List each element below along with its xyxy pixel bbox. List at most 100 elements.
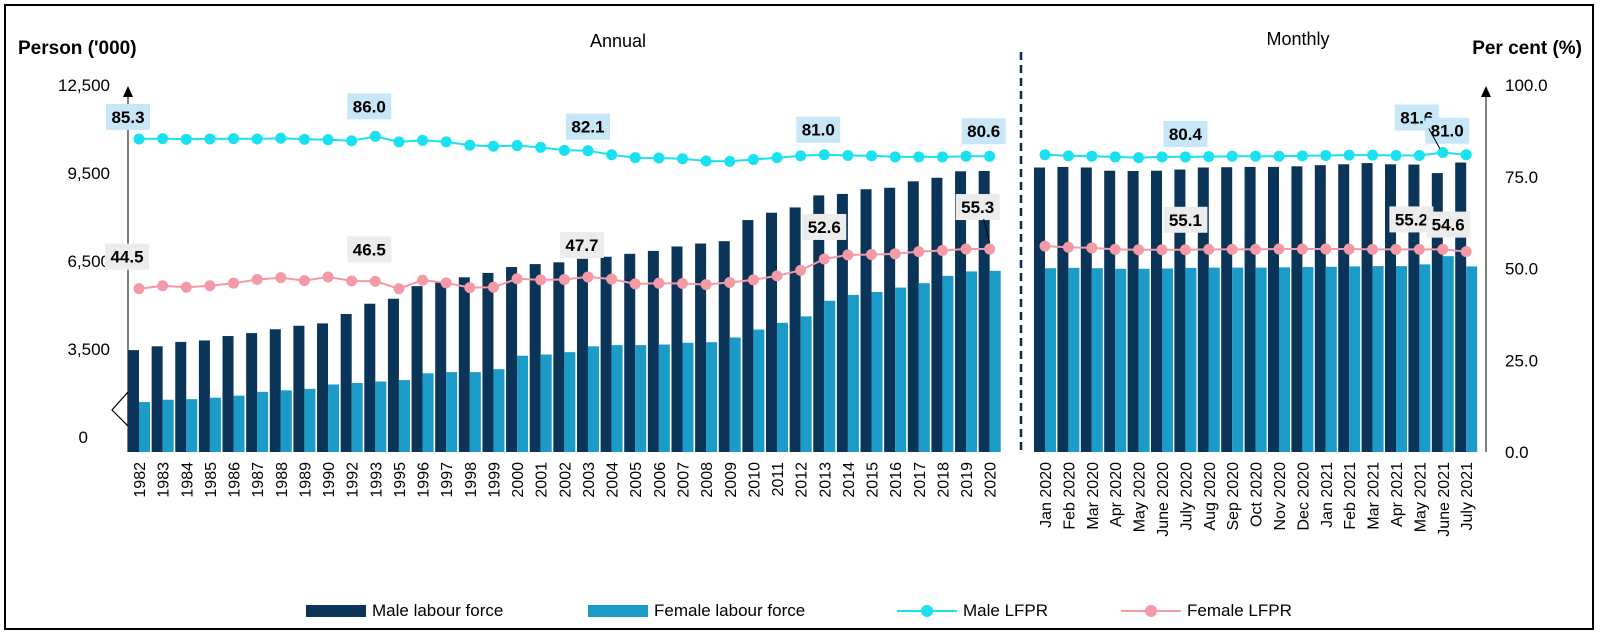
annual-panel-title: Annual (590, 31, 646, 51)
x-tick-label: 2017 (912, 462, 929, 498)
male-labour-force-bar (340, 314, 352, 452)
female-labour-force-bar (139, 402, 150, 452)
male-labour-force-bar (624, 253, 636, 452)
male-labour-force-bar (1080, 167, 1092, 453)
data-label-bg (106, 103, 150, 130)
data-label-bg (1389, 206, 1434, 233)
male-labour-force-bar (458, 277, 470, 452)
female-lfpr-point (1086, 242, 1098, 254)
male-lfpr-point (866, 150, 878, 162)
female-lfpr-point (228, 277, 240, 289)
left-tick-label: 6,500 (67, 252, 110, 271)
x-tick-label: 1999 (486, 462, 503, 498)
female-labour-force-bar (1232, 267, 1244, 452)
x-tick-label: 2019 (959, 462, 976, 498)
female-lfpr-point (133, 283, 145, 295)
male-lfpr-point (558, 144, 570, 156)
data-label: 55.2 (1395, 210, 1428, 229)
female-labour-force-bar (989, 270, 1001, 452)
female-lfpr-point (629, 278, 641, 290)
right-tick-label: 0.0 (1505, 443, 1529, 462)
x-tick-label: 2015 (865, 462, 882, 498)
x-tick-label: 2008 (699, 462, 716, 498)
female-labour-force-bar (1208, 267, 1220, 452)
data-label: 47.7 (565, 236, 598, 255)
data-label-bg (565, 113, 610, 140)
male-labour-force-bar (529, 264, 541, 452)
male-labour-force-bar (293, 325, 305, 452)
female-lfpr-point (1109, 243, 1121, 255)
female-lfpr-point (818, 253, 830, 265)
x-tick-label: Feb 2021 (1342, 462, 1359, 530)
female-labour-force-bar (233, 395, 245, 452)
female-lfpr-point (1296, 243, 1308, 255)
x-tick-label: 2010 (746, 462, 763, 498)
male-labour-force-bar (317, 323, 329, 452)
female-lfpr-point (1203, 243, 1215, 255)
data-label-bg (347, 236, 392, 263)
data-label-bg (105, 243, 149, 270)
male-labour-force-bar (1197, 167, 1209, 453)
male-lfpr-point (1086, 150, 1098, 162)
female-labour-force-bar (351, 383, 363, 452)
male-lfpr-point (936, 151, 948, 163)
male-lfpr-point (1133, 152, 1145, 164)
male-lfpr-point (417, 134, 429, 146)
x-tick-label: 2020 (983, 462, 1000, 498)
female-labour-force-bar (966, 271, 978, 452)
female-labour-force-bar (611, 345, 623, 452)
male-lfpr-point (322, 134, 334, 146)
female-lfpr-point (511, 273, 523, 285)
female-lfpr-point (1133, 244, 1145, 256)
male-lfpr-point (747, 154, 759, 166)
female-labour-force-bar (1115, 268, 1127, 452)
female-lfpr-point (1156, 244, 1168, 256)
female-lfpr-point (771, 270, 783, 282)
female-labour-force-bar (800, 316, 812, 452)
x-tick-label: Mar 2021 (1366, 462, 1383, 530)
legend-female-lfpr: Female LFPR (1121, 598, 1292, 624)
female-labour-force-bar (375, 381, 387, 452)
legend-label: Female labour force (654, 601, 806, 620)
left-axis-break-marker (111, 390, 129, 428)
male-labour-force-bar (789, 207, 801, 452)
data-label: 54.6 (1432, 216, 1465, 235)
male-lfpr-point (842, 149, 854, 161)
male-lfpr-point (1062, 150, 1074, 162)
data-label: 82.1 (571, 118, 604, 137)
male-lfpr-point (1413, 149, 1425, 161)
data-label: 85.3 (111, 108, 144, 127)
female-lfpr-point (1437, 243, 1449, 255)
right-tick-label: 25.0 (1505, 351, 1538, 370)
female-labour-force-bar (1255, 267, 1267, 452)
data-label: 81.6 (1400, 109, 1433, 128)
female-labour-force-bar (1162, 268, 1173, 452)
right-tick-label: 50.0 (1505, 260, 1538, 279)
x-tick-label: 2002 (557, 462, 574, 498)
male-labour-force-bar (671, 246, 683, 452)
female-labour-force-bar (706, 342, 718, 452)
x-tick-label: 2003 (581, 462, 598, 498)
x-tick-label: Feb 2020 (1061, 462, 1078, 530)
male-labour-force-bar (1455, 162, 1467, 452)
male-labour-force-bar (435, 282, 447, 452)
male-lfpr-point (676, 153, 688, 165)
data-label-bg (1163, 206, 1208, 233)
female-labour-force-bar (1442, 256, 1454, 452)
x-tick-label: 2012 (794, 462, 811, 498)
female-labour-force-bar (469, 372, 481, 452)
male-labour-force-bar (813, 195, 825, 452)
right-tick-label: 75.0 (1505, 168, 1538, 187)
male-labour-force-bar (860, 189, 872, 452)
male-labour-force-bar (742, 220, 754, 452)
data-label-leader (983, 218, 991, 244)
female-lfpr-point (842, 249, 854, 261)
data-label: 81.0 (1431, 122, 1464, 141)
x-tick-label: 2000 (510, 462, 527, 498)
x-tick-label: 1997 (439, 462, 456, 498)
legend-male-lfpr: Male LFPR (897, 598, 1048, 624)
x-tick-label: 1995 (392, 462, 409, 498)
female-labour-force-bar (162, 399, 174, 452)
x-tick-label: 2011 (770, 462, 787, 497)
male-labour-force-bar (766, 212, 778, 452)
